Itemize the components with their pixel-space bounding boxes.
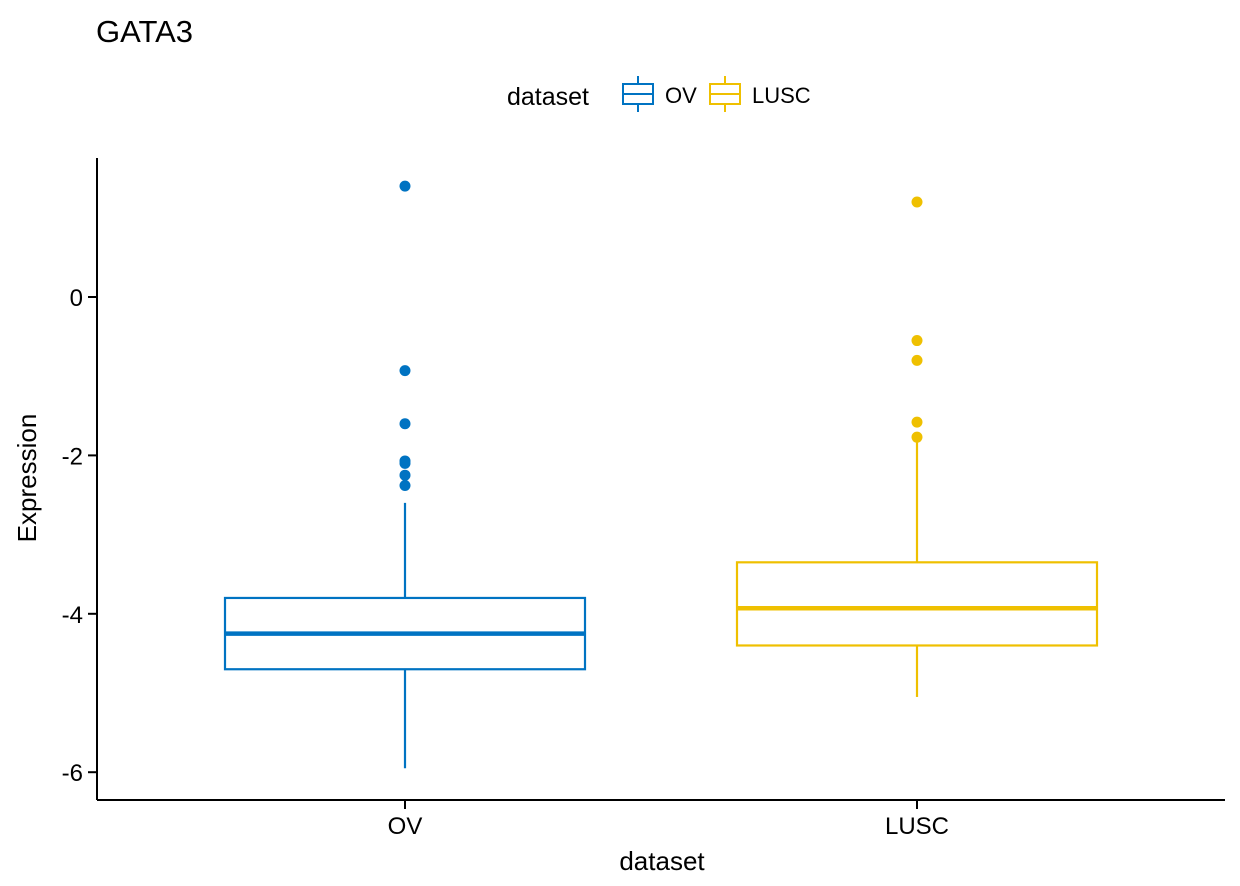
x-axis: OV LUSC	[97, 799, 1225, 840]
box-lusc	[735, 196, 1099, 697]
x-tick-label-lusc: LUSC	[885, 813, 949, 840]
legend-title: dataset	[507, 83, 589, 111]
box-ov	[223, 180, 587, 769]
legend: dataset OV LUSC	[507, 76, 811, 112]
chart-title: GATA3	[96, 14, 193, 49]
y-tick-label: -6	[62, 760, 83, 787]
outlier-point	[399, 479, 411, 491]
outlier-point	[911, 335, 923, 347]
y-tick-label: -2	[62, 443, 83, 470]
boxes	[223, 180, 1099, 769]
x-axis-title: dataset	[619, 846, 705, 876]
outlier-point	[399, 180, 411, 192]
outlier-point	[911, 416, 923, 428]
outlier-point	[399, 469, 411, 481]
outlier-point	[911, 431, 923, 443]
box-iqr	[735, 561, 1099, 647]
legend-label-lusc: LUSC	[752, 83, 811, 108]
x-tick-label-ov: OV	[388, 813, 423, 840]
legend-label-ov: OV	[665, 83, 697, 108]
outlier-point	[911, 354, 923, 366]
outlier-point	[399, 418, 411, 430]
y-tick-label: 0	[70, 285, 83, 312]
legend-key-ov	[622, 76, 654, 112]
legend-key-lusc	[709, 76, 741, 112]
outlier-point	[399, 457, 411, 469]
y-axis-title: Expression	[12, 414, 42, 543]
y-axis: 0 -2 -4 -6	[62, 158, 98, 800]
outlier-point	[399, 365, 411, 377]
outlier-point	[911, 196, 923, 208]
y-tick-label: -4	[62, 602, 83, 629]
